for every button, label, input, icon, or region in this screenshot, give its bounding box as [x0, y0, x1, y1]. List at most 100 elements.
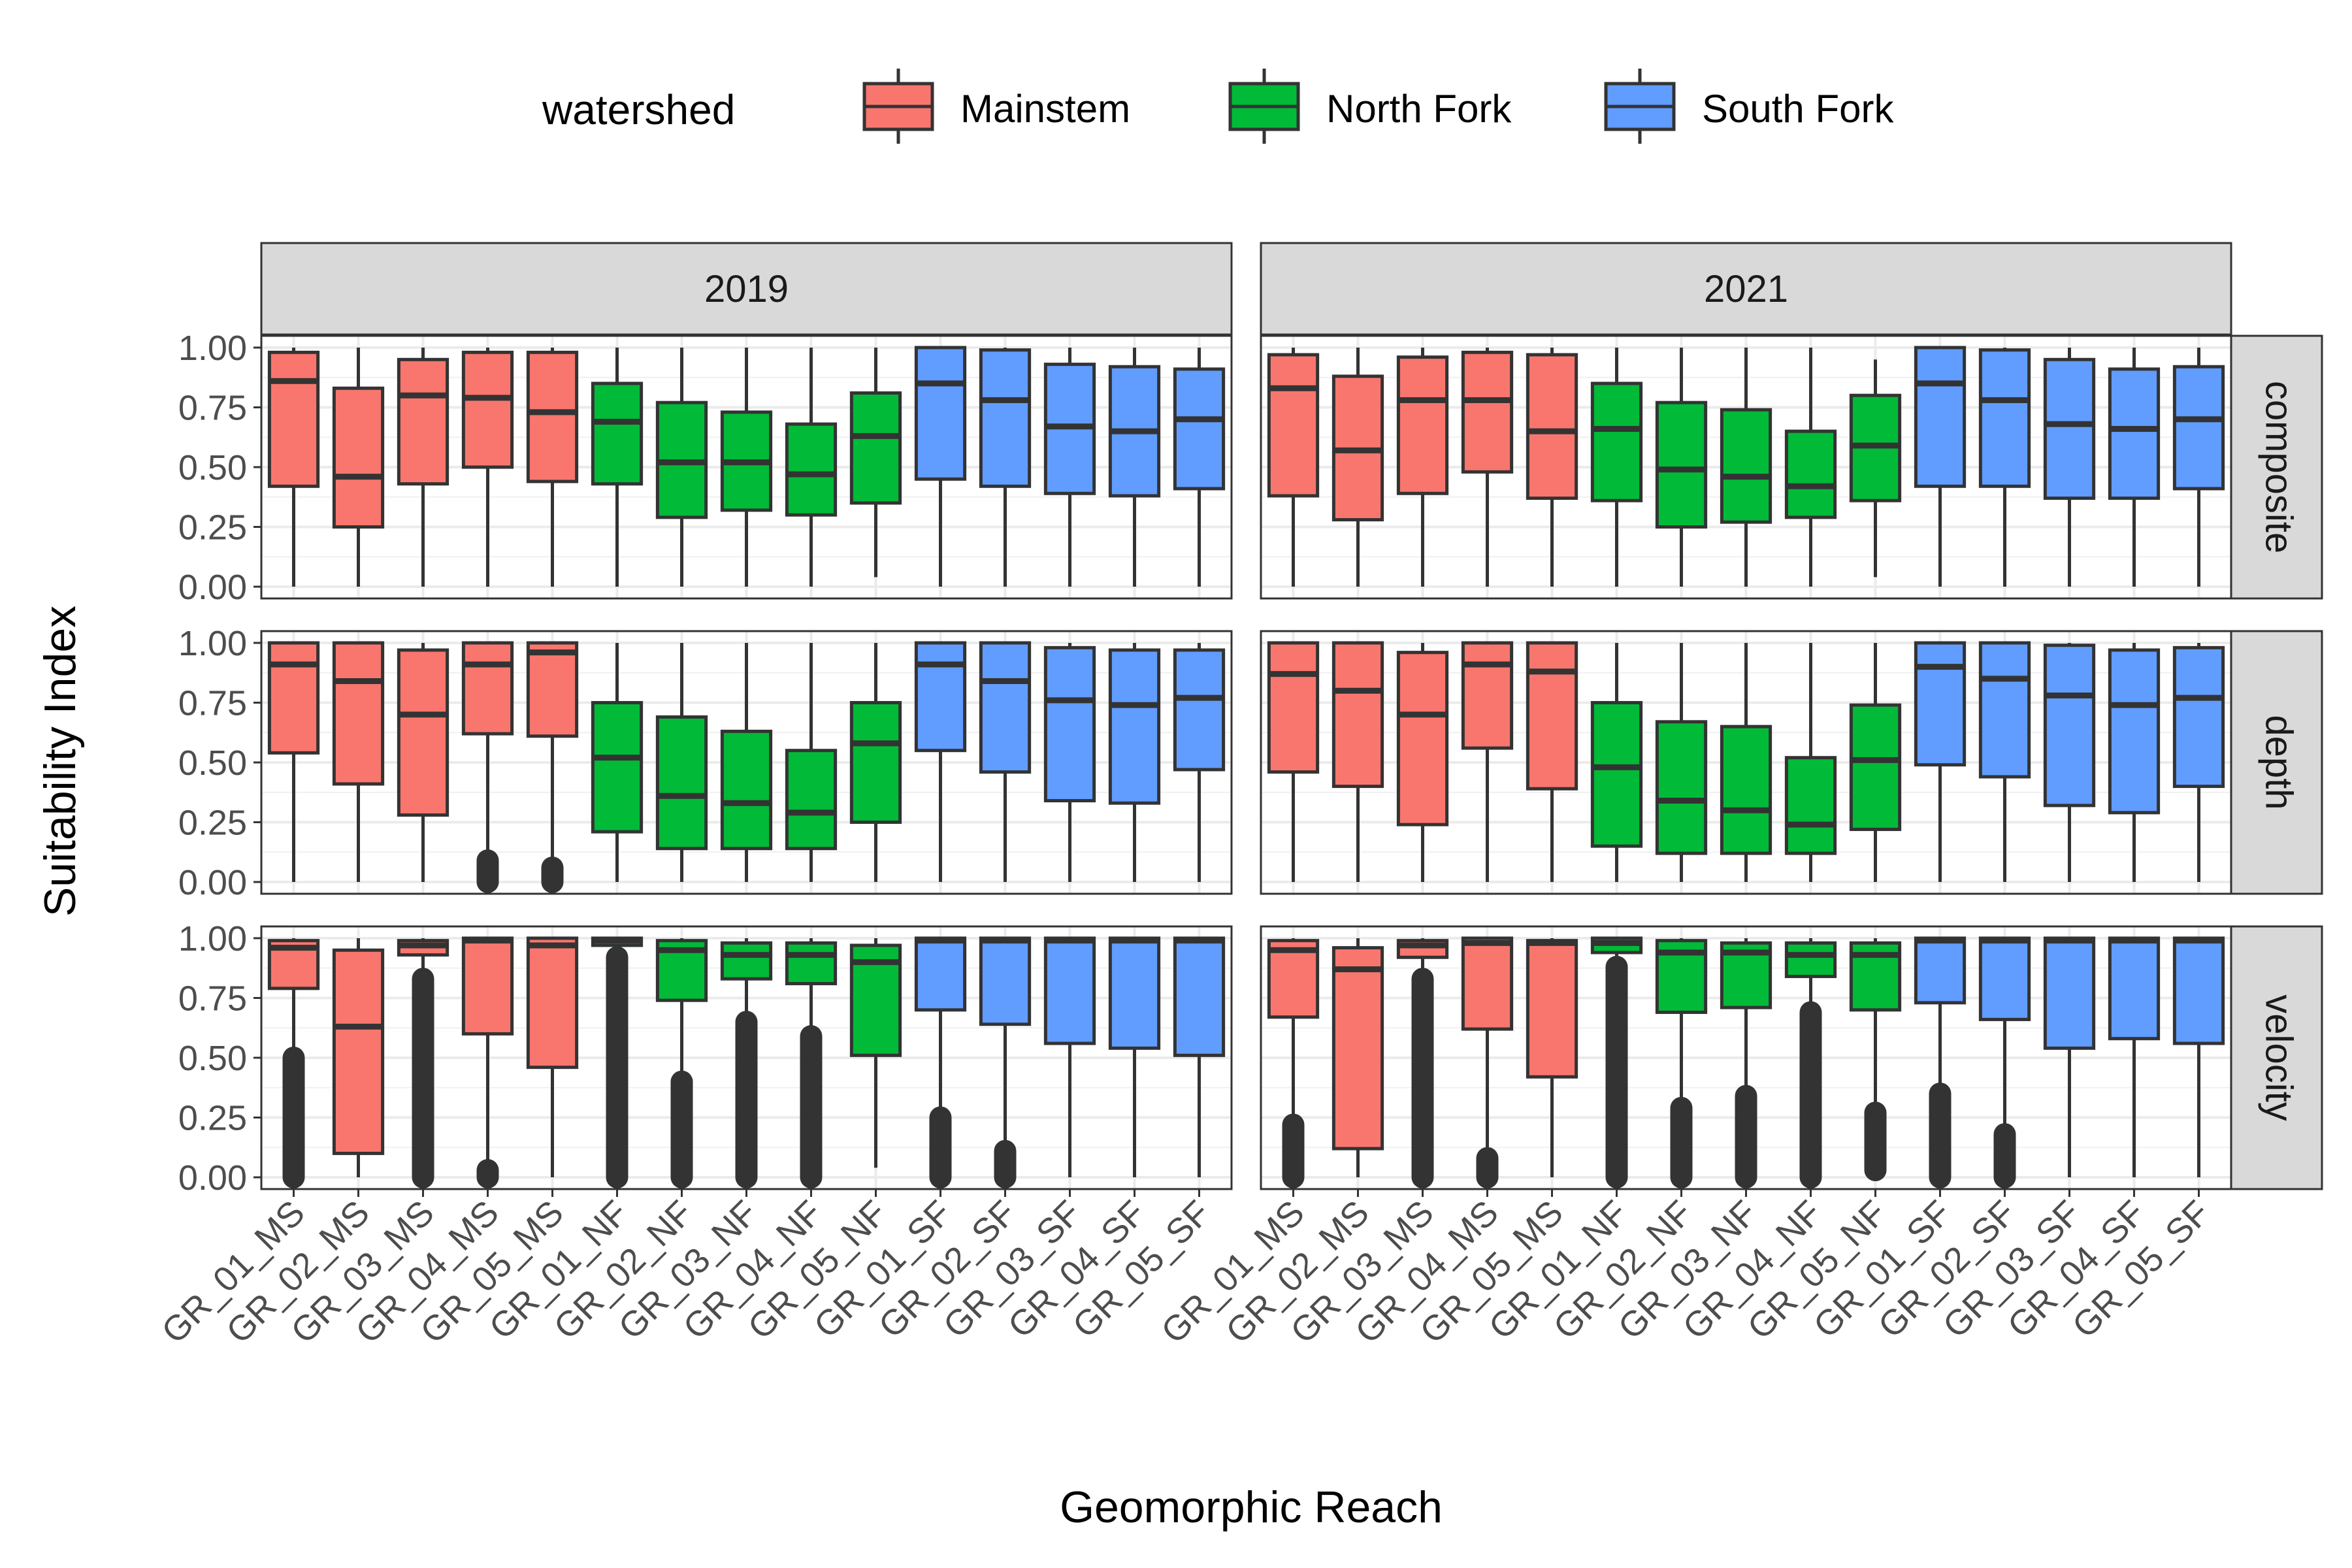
- box-iqr: [720, 729, 773, 851]
- box-GR_01_NF: [591, 643, 644, 882]
- box-iqr: [2108, 648, 2161, 815]
- box-iqr: [1784, 756, 1837, 855]
- y-tick-label: 0.00: [178, 863, 247, 902]
- y-axis-title: Suitability Index: [35, 606, 85, 917]
- box-iqr: [2043, 357, 2096, 500]
- box-GR_02_SF: [1978, 348, 2031, 587]
- box-iqr: [1461, 641, 1514, 750]
- facet-strip-col: [260, 242, 1233, 336]
- y-tick-label: 0.25: [178, 804, 247, 843]
- box-iqr: [785, 422, 838, 517]
- box-iqr: [267, 641, 320, 755]
- panel-2021-velocity: GR_01_MSGR_02_MSGR_03_MSGR_04_MSGR_05_MS…: [1154, 925, 2232, 1351]
- facet-strip-label: composite: [2258, 381, 2300, 553]
- box-GR_02_SF: [979, 348, 1032, 587]
- box-iqr: [1043, 936, 1096, 1045]
- box-iqr: [914, 641, 967, 753]
- box-GR_01_NF: [591, 936, 644, 1188]
- box-iqr: [849, 701, 902, 824]
- box-GR_02_MS: [332, 348, 385, 587]
- box-GR_04_NF: [785, 348, 838, 587]
- box-GR_02_SF: [979, 641, 1032, 882]
- box-iqr: [1849, 703, 1902, 831]
- legend-label: Mainstem: [960, 87, 1130, 131]
- box-GR_01_SF: [914, 641, 967, 882]
- box-GR_01_MS: [1267, 938, 1320, 1188]
- box-GR_02_MS: [1331, 641, 1384, 882]
- box-iqr: [1914, 346, 1967, 488]
- box-GR_05_NF: [849, 938, 902, 1168]
- legend-label: South Fork: [1702, 87, 1894, 131]
- box-iqr: [332, 641, 385, 786]
- box-GR_02_MS: [332, 641, 385, 882]
- box-iqr: [914, 346, 967, 481]
- box-GR_01_MS: [267, 938, 320, 1188]
- box-iqr: [1461, 936, 1514, 1031]
- box-iqr: [1978, 641, 2031, 779]
- box-GR_01_MS: [267, 641, 320, 882]
- box-iqr: [1526, 353, 1578, 500]
- legend-item-south-fork: South Fork: [1604, 69, 1894, 144]
- box-iqr: [2108, 367, 2161, 500]
- box-iqr: [979, 641, 1032, 774]
- box-GR_03_NF: [720, 348, 773, 587]
- box-iqr: [720, 941, 773, 981]
- facet-strip-row: [2229, 335, 2323, 600]
- box-GR_05_SF: [2172, 643, 2225, 882]
- box-GR_04_MS: [1461, 641, 1514, 882]
- box-GR_04_NF: [1784, 643, 1837, 882]
- legend: watershed Mainstem North Fork South Fork: [542, 69, 1894, 144]
- y-tick-label: 0.75: [178, 389, 247, 428]
- legend-item-north-fork: North Fork: [1228, 69, 1512, 144]
- panel-2021-composite: [1260, 335, 2232, 600]
- box-GR_05_SF: [1173, 348, 1226, 587]
- box-GR_03_SF: [2043, 348, 2096, 587]
- box-GR_05_MS: [526, 936, 579, 1177]
- box-GR_01_NF: [1590, 348, 1643, 587]
- box-iqr: [267, 350, 320, 488]
- legend-label: North Fork: [1326, 87, 1512, 131]
- box-GR_04_NF: [1784, 938, 1837, 1188]
- box-iqr: [1173, 648, 1226, 772]
- box-GR_02_NF: [1655, 348, 1708, 587]
- box-iqr: [1526, 939, 1578, 1079]
- box-GR_05_MS: [1526, 641, 1578, 882]
- box-GR_01_NF: [1590, 643, 1643, 882]
- box-iqr: [785, 749, 838, 851]
- y-tick-label: 1.00: [178, 624, 247, 663]
- legend-item-mainstem: Mainstem: [862, 69, 1130, 144]
- box-GR_04_MS: [1461, 936, 1514, 1188]
- box-iqr: [979, 936, 1032, 1026]
- facet-strip-label: velocity: [2258, 994, 2300, 1120]
- box-GR_02_MS: [1331, 348, 1384, 587]
- box-GR_03_SF: [1043, 348, 1096, 587]
- box-GR_01_MS: [1267, 348, 1320, 587]
- box-iqr: [1784, 429, 1837, 519]
- box-GR_03_MS: [1396, 643, 1449, 882]
- y-tick-label: 0.25: [178, 508, 247, 547]
- box-iqr: [461, 641, 514, 736]
- box-GR_04_MS: [461, 641, 514, 893]
- box-GR_02_NF: [1655, 643, 1708, 882]
- box-iqr: [1655, 720, 1708, 855]
- box-iqr: [526, 936, 579, 1070]
- box-iqr: [591, 701, 644, 834]
- box-GR_04_SF: [2108, 348, 2161, 587]
- box-GR_05_NF: [1849, 643, 1902, 882]
- box-GR_01_MS: [1267, 641, 1320, 882]
- box-GR_04_SF: [2108, 643, 2161, 882]
- box-iqr: [332, 948, 385, 1155]
- box-iqr: [1720, 408, 1772, 524]
- panel-border: [1260, 630, 2232, 895]
- box-GR_03_MS: [397, 938, 449, 1188]
- box-iqr: [461, 936, 514, 1036]
- facet-strip-label: depth: [2258, 715, 2300, 809]
- y-tick-label: 1.00: [178, 329, 247, 368]
- box-GR_02_SF: [979, 936, 1032, 1188]
- box-iqr: [1173, 936, 1226, 1057]
- y-tick-label: 0.75: [178, 979, 247, 1019]
- box-iqr: [1396, 651, 1449, 826]
- box-GR_01_SF: [1914, 936, 1967, 1188]
- box-iqr: [397, 357, 449, 486]
- y-tick-label: 0.00: [178, 1158, 247, 1198]
